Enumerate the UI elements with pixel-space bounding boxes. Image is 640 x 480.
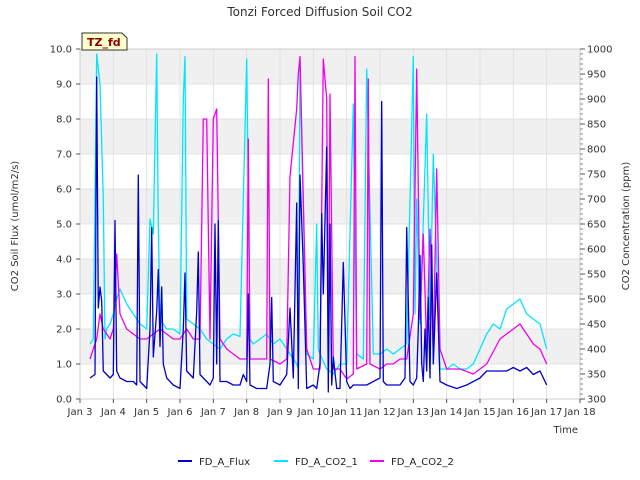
site-badge-label: TZ_fd bbox=[87, 36, 121, 49]
legend: FD_A_Flux FD_A_CO2_1 FD_A_CO2_2 bbox=[178, 457, 454, 468]
y-tick-label-right: 850 bbox=[587, 120, 606, 131]
y-axis-label-left: CO2 Soil Flux (umol/m2/s) bbox=[10, 161, 21, 291]
series-layer bbox=[89, 53, 548, 393]
y-tick-label-right: 300 bbox=[587, 395, 606, 406]
y-tick-label-right: 1000 bbox=[587, 45, 612, 56]
y-tick-label-right: 650 bbox=[587, 220, 606, 231]
legend-label-fd-a-co2-1: FD_A_CO2_1 bbox=[295, 457, 358, 468]
y-tick-label-right: 550 bbox=[587, 270, 606, 281]
y-tick-label-left: 0.0 bbox=[56, 395, 72, 406]
x-tick-label: Jan 7 bbox=[200, 407, 226, 418]
y-tick-label-right: 600 bbox=[587, 245, 606, 256]
y-tick-label-right: 400 bbox=[587, 345, 606, 356]
y-tick-label-right: 900 bbox=[587, 95, 606, 106]
left-axis: 0.0 1.0 2.0 3.0 4.0 5.0 6.0 7.0 8.0 9.0 10.0 bbox=[50, 45, 80, 406]
chart-title: Tonzi Forced Diffusion Soil CO2 bbox=[226, 5, 412, 19]
y-axis-label-right: CO2 Concentration (ppm) bbox=[621, 162, 632, 291]
x-axis-label: Time bbox=[553, 425, 578, 436]
x-tick-label: Jan 8 bbox=[233, 407, 259, 418]
y-tick-label-right: 800 bbox=[587, 145, 606, 156]
right-axis: 300 350 400 450 500 550 600 650 700 750 800 850 900 9… bbox=[580, 45, 612, 406]
x-tick-label: Jan 17 bbox=[530, 407, 562, 418]
series-line-fd-a-co2-2 bbox=[89, 55, 548, 380]
y-tick-label-left: 4.0 bbox=[56, 255, 72, 266]
y-tick-label-right: 950 bbox=[587, 70, 606, 81]
x-axis: Jan 3 Jan 4 Jan 5 Jan 6 Jan 7 Jan 8 Jan 9 Jan 1… bbox=[67, 399, 596, 418]
y-tick-label-right: 750 bbox=[587, 170, 606, 181]
y-tick-label-left: 1.0 bbox=[56, 360, 72, 371]
y-tick-label-left: 6.0 bbox=[56, 185, 72, 196]
x-tick-label: Jan 5 bbox=[133, 407, 159, 418]
legend-label-fd-a-co2-2: FD_A_CO2_2 bbox=[391, 457, 454, 468]
y-tick-label-left: 8.0 bbox=[56, 115, 72, 126]
y-tick-label-left: 7.0 bbox=[56, 150, 72, 161]
x-tick-label: Jan 12 bbox=[363, 407, 395, 418]
site-badge: TZ_fd bbox=[81, 32, 128, 51]
series-line-fd-a-flux bbox=[89, 76, 548, 393]
plot-band bbox=[80, 49, 580, 84]
y-tick-label-right: 700 bbox=[587, 195, 606, 206]
x-tick-label: Jan 9 bbox=[267, 407, 293, 418]
x-tick-label: Jan 6 bbox=[167, 407, 193, 418]
y-tick-label-left: 2.0 bbox=[56, 325, 72, 336]
y-tick-label-left: 9.0 bbox=[56, 80, 72, 91]
x-tick-label: Jan 4 bbox=[100, 407, 126, 418]
y-tick-label-left: 5.0 bbox=[56, 220, 72, 231]
x-tick-label: Jan 18 bbox=[563, 407, 595, 418]
x-tick-label: Jan 14 bbox=[430, 407, 462, 418]
x-tick-label: Jan 3 bbox=[67, 407, 93, 418]
y-tick-label-right: 350 bbox=[587, 370, 606, 381]
y-tick-label-left: 10.0 bbox=[50, 45, 72, 56]
x-tick-label: Jan 15 bbox=[463, 407, 495, 418]
legend-label-fd-a-flux: FD_A_Flux bbox=[199, 457, 250, 468]
y-tick-label-right: 450 bbox=[587, 320, 606, 331]
y-tick-label-right: 500 bbox=[587, 295, 606, 306]
x-tick-label: Jan 16 bbox=[497, 407, 529, 418]
x-tick-label: Jan 10 bbox=[297, 407, 329, 418]
y-tick-label-left: 3.0 bbox=[56, 290, 72, 301]
x-tick-label: Jan 13 bbox=[397, 407, 429, 418]
x-tick-label: Jan 11 bbox=[330, 407, 362, 418]
